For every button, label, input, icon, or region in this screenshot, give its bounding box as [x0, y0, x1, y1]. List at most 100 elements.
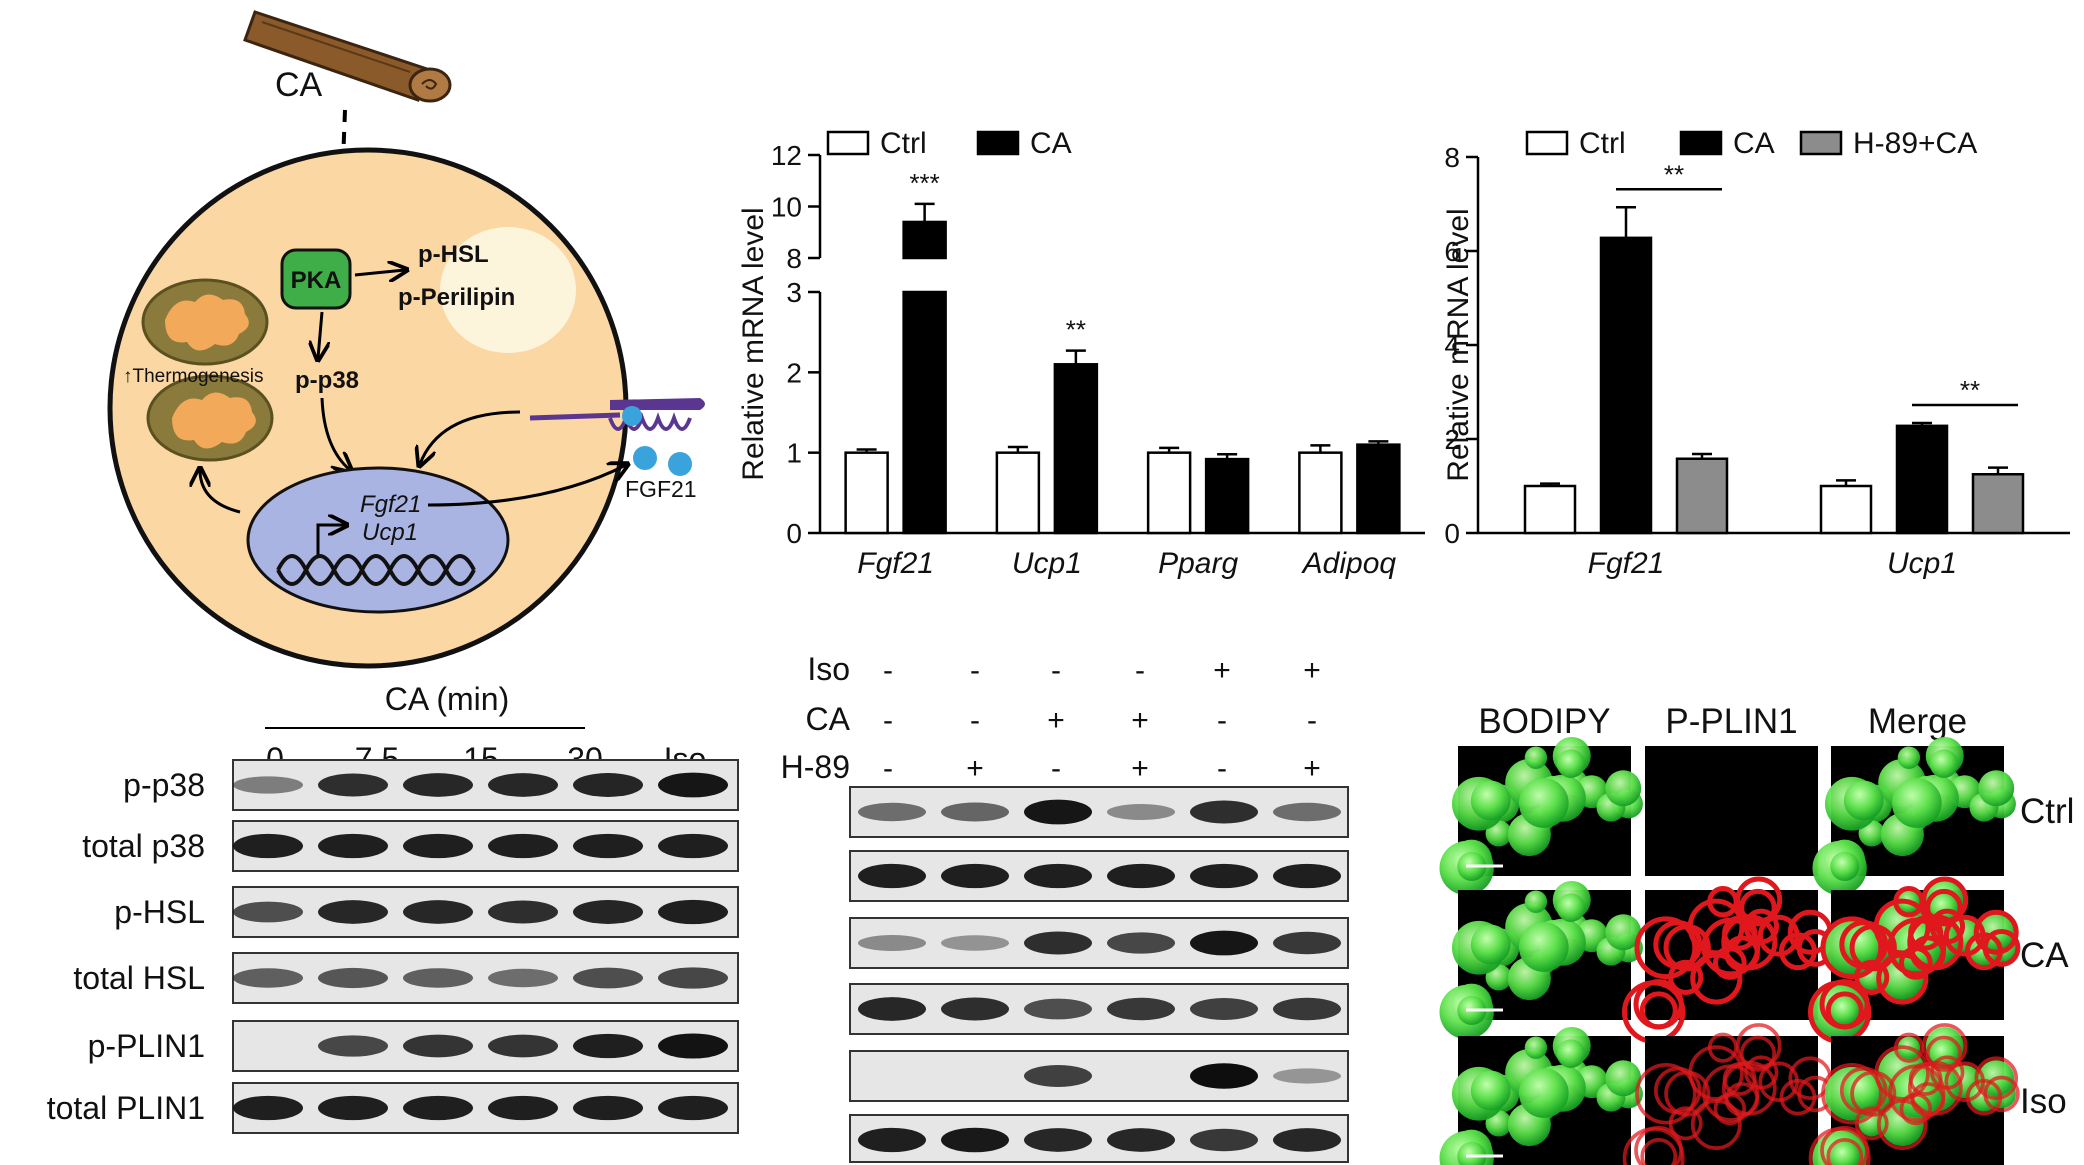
plin1-ring-red — [1690, 1099, 1742, 1150]
bar-ctrl — [844, 451, 889, 535]
bar-ca — [1053, 363, 1099, 535]
blot-band — [573, 833, 643, 859]
pka-label: PKA — [291, 267, 342, 294]
condition-label: H-89 — [781, 749, 850, 785]
significance-marker: ** — [1664, 159, 1684, 189]
blot-strip — [232, 759, 739, 811]
y-tick-label: 4 — [1444, 330, 1460, 361]
fgf21-dot — [668, 452, 692, 476]
legend-label: Ctrl — [1579, 127, 1626, 160]
blot-band — [573, 773, 643, 797]
condition-sign: - — [1217, 704, 1227, 737]
legend-swatch — [1525, 130, 1569, 156]
blot-band — [403, 833, 473, 859]
blot-band — [858, 802, 926, 822]
blot-band — [941, 1127, 1009, 1153]
blot-row-label: total PLIN1 — [47, 1090, 205, 1126]
condition-label: Iso — [807, 651, 850, 687]
legend-swatch — [1799, 130, 1843, 156]
lipid-droplet-green — [1518, 778, 1569, 828]
blot-band — [858, 863, 926, 889]
bar-ctrl — [995, 451, 1041, 535]
p-p38-label: p-p38 — [295, 367, 359, 394]
blot-band — [1024, 1128, 1092, 1152]
blot-band — [318, 1035, 388, 1057]
x-tick-label: Ucp1 — [1012, 547, 1082, 580]
significance-marker: *** — [909, 168, 939, 198]
microscopy-tile — [1645, 746, 1818, 876]
pka-box — [280, 248, 352, 310]
blot-band — [941, 802, 1009, 822]
plin1-ring-red — [1876, 952, 1929, 1005]
blot-band — [1107, 932, 1175, 954]
blot-band — [941, 863, 1009, 889]
blot-band — [941, 935, 1009, 951]
blot-band — [403, 1095, 473, 1121]
blot-band — [658, 833, 728, 859]
blot-band — [1024, 931, 1092, 955]
lipid-droplet-green — [1978, 770, 2015, 807]
fgf21-gene-label: Fgf21 — [360, 491, 421, 518]
cinnamon-stick-icon — [243, 10, 452, 103]
lipid-droplet-green — [1457, 1141, 1487, 1165]
blot-band — [1024, 799, 1092, 825]
lipid-droplet-green — [1605, 914, 1642, 951]
lipid-droplet-green — [1891, 778, 1942, 828]
plin1-ring-red — [1893, 1032, 1924, 1063]
blot-band — [488, 833, 558, 859]
blot-band — [1107, 1128, 1175, 1152]
blot-band — [488, 773, 558, 797]
lipid-droplet-green — [1830, 995, 1860, 1025]
blot-band — [1024, 863, 1092, 889]
blot-band — [1190, 1128, 1258, 1152]
microscopy-column-label: Merge — [1868, 702, 1967, 741]
plin1-ring-red — [1839, 1066, 1888, 1115]
plin1-ring-red — [1739, 1035, 1777, 1072]
blot-band — [858, 997, 926, 1021]
plin1-ring-red — [1839, 920, 1889, 969]
blot-band — [1190, 930, 1258, 956]
fgf21-secreted-label: FGF21 — [625, 476, 697, 502]
blot-band — [1190, 800, 1258, 824]
microscopy-column-label: BODIPY — [1478, 702, 1610, 741]
lipid-droplet-green — [1524, 746, 1548, 769]
condition-label: CA — [806, 701, 851, 737]
x-tick-label: Fgf21 — [1588, 547, 1665, 580]
bar-ca — [902, 290, 947, 535]
blot-band — [1107, 863, 1175, 889]
plin1-ring-red — [1653, 920, 1703, 969]
plin1-ring-red — [1887, 917, 1947, 977]
legend-swatch — [1679, 130, 1723, 156]
bar-ca — [1895, 424, 1949, 535]
plin1-ring-red — [1973, 909, 2019, 955]
blot-band — [941, 997, 1009, 1021]
lipid-droplet-green — [1843, 780, 1884, 821]
blot-row-label: total HSL — [73, 960, 205, 996]
legend-label: CA — [1733, 127, 1775, 160]
plin1-ring-red — [1893, 886, 1925, 918]
blot-band — [233, 776, 303, 794]
legend-swatch — [826, 130, 870, 156]
lipid-droplet-green — [1556, 893, 1586, 922]
x-tick-label: Adipoq — [1301, 547, 1397, 580]
blot-band — [318, 967, 388, 989]
plin1-ring-red — [1888, 1064, 1946, 1122]
condition-sign: + — [1131, 752, 1149, 785]
plin1-ring-red — [1640, 1138, 1678, 1165]
blot-band — [318, 833, 388, 859]
blot-row-label: p-HSL — [114, 894, 205, 930]
bar-ca — [1599, 236, 1653, 535]
y-tick-label: 10 — [771, 192, 802, 223]
mitochondrion-icon — [141, 278, 269, 366]
x-tick-label: Fgf21 — [857, 547, 934, 580]
blot-band — [488, 900, 558, 924]
lipid-droplet-green — [1605, 770, 1642, 807]
y-tick-label: 3 — [786, 277, 802, 308]
lipid-droplet-green — [1470, 780, 1511, 821]
lipid-droplet-green — [1897, 746, 1921, 769]
condition-sign: - — [883, 654, 893, 687]
blot-band — [488, 1095, 558, 1121]
lipid-droplet-green — [1830, 1141, 1860, 1165]
x-tick-label: Pparg — [1158, 547, 1238, 580]
blot-band — [658, 1033, 728, 1059]
